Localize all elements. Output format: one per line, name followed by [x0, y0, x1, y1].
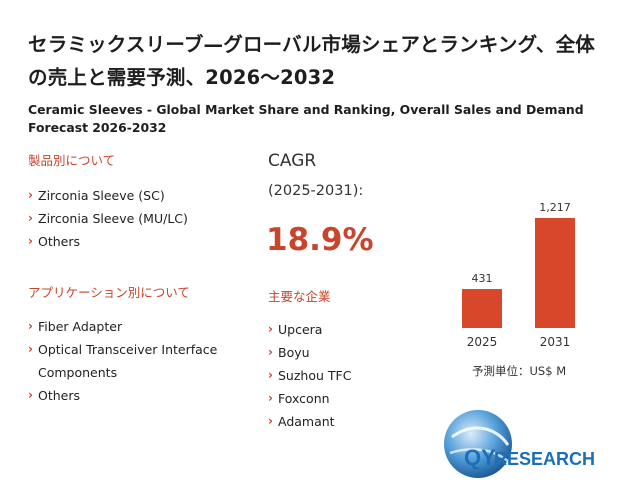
list-item: › Upcera — [268, 318, 428, 341]
qyresearch-logo: QY RESEARCH — [444, 410, 595, 478]
list-item: › Others — [28, 230, 238, 253]
product-list: › Zirconia Sleeve (SC) › Zirconia Sleeve (… — [28, 184, 238, 253]
companies-list: › Upcera › Boyu › Suzhou TFC › Foxconn › Adam… — [268, 318, 428, 433]
cagr-label: CAGR — [268, 151, 317, 171]
product-section-heading: 製品別について — [28, 153, 116, 168]
list-item: › Optical Transceiver Interface Component… — [28, 338, 238, 384]
application-section-heading: アプリケーション別について — [28, 285, 190, 300]
bar-2031 — [535, 218, 575, 328]
globe-icon — [444, 410, 512, 478]
chevron-right-icon: › — [28, 188, 33, 202]
bar-2025 — [462, 289, 502, 328]
list-item: › Others — [28, 384, 238, 407]
list-item-label: Zirconia Sleeve (SC) — [38, 188, 165, 203]
list-item: › Zirconia Sleeve (MU/LC) — [28, 207, 238, 230]
list-item: › Boyu — [268, 341, 428, 364]
list-item: › Foxconn — [268, 387, 428, 410]
chevron-right-icon: › — [268, 368, 273, 382]
list-item: › Suzhou TFC — [268, 364, 428, 387]
x-tick-label: 2031 — [540, 335, 571, 349]
chevron-right-icon: › — [268, 345, 273, 359]
forecast-bar-chart: 431 2025 1,217 2031 — [462, 201, 575, 349]
logo-text-q: QY — [464, 445, 496, 470]
list-item-label: Others — [38, 234, 81, 249]
cagr-period: (2025-2031): — [268, 183, 364, 199]
chevron-right-icon: › — [28, 319, 33, 333]
chevron-right-icon: › — [268, 391, 273, 405]
list-item-label: Foxconn — [278, 391, 330, 406]
list-item-label: Boyu — [278, 345, 310, 360]
list-item-label: Suzhou TFC — [278, 368, 352, 383]
x-tick-label: 2025 — [467, 335, 498, 349]
list-item: › Fiber Adapter — [28, 315, 238, 338]
list-item-label: Others — [38, 388, 81, 403]
logo-text-research: RESEARCH — [494, 449, 595, 469]
bar-value-label: 1,217 — [539, 201, 571, 214]
list-item-label: Fiber Adapter — [38, 319, 123, 334]
application-list: › Fiber Adapter › Optical Transceiver Inte… — [28, 315, 238, 407]
chevron-right-icon: › — [268, 414, 273, 428]
chevron-right-icon: › — [28, 342, 33, 356]
chevron-right-icon: › — [268, 322, 273, 336]
page-subtitle: Ceramic Sleeves - Global Market Share an… — [28, 102, 584, 135]
list-item: › Adamant — [268, 410, 428, 433]
chevron-right-icon: › — [28, 388, 33, 402]
list-item-label: Adamant — [278, 414, 335, 429]
bar-value-label: 431 — [472, 272, 493, 285]
cagr-value: 18.9% — [266, 222, 374, 258]
chevron-right-icon: › — [28, 211, 33, 225]
unit-label: 予測単位：US$ M — [472, 364, 567, 378]
list-item-label: Optical Transceiver Interface Components — [38, 342, 218, 380]
list-item: › Zirconia Sleeve (SC) — [28, 184, 238, 207]
list-item-label: Upcera — [278, 322, 323, 337]
page-title: セラミックスリーブ—グローバル市場シェアとランキング、全体の売上と需要予測、20… — [28, 33, 596, 89]
list-item-label: Zirconia Sleeve (MU/LC) — [38, 211, 188, 226]
chevron-right-icon: › — [28, 234, 33, 248]
companies-section-heading: 主要な企業 — [268, 289, 331, 304]
